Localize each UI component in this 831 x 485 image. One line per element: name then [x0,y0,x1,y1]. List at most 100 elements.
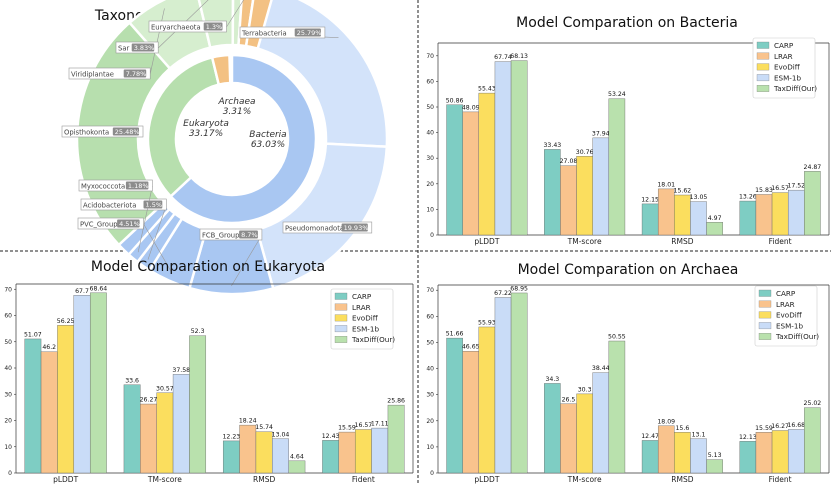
pie-pct-badge [203,22,223,31]
y-tick-label: 50 [426,339,434,346]
bar-evodiff-fident [771,192,789,236]
bar-esm-1b-plddt [494,297,512,474]
bar-taxdiff-our-fident [387,404,405,474]
bar-carp-plddt [446,104,463,236]
bar-lrar-tm-score [560,403,577,474]
bar-chart-title: Model Comparation on Archaea [518,262,739,278]
bar-value-label: 15.6 [675,425,689,432]
pie-label-pct: 3.83% [134,44,155,52]
inner-label-eukaryota-name: Eukaryota [183,119,229,129]
pie-inner-slice-bacteria [168,53,318,225]
bar-value-label: 16.27 [771,423,789,430]
bar-esm-1b-fident [371,427,389,474]
bar-value-label: 68.95 [510,285,528,292]
y-tick-label: 60 [426,313,434,320]
bar-evodiff-plddt [478,326,496,474]
x-category-label-rmsd: RMSD [671,475,693,484]
y-tick-label: 20 [426,418,434,425]
bar-lrar-plddt [462,350,480,474]
inner-label-archaea-name: Archaea [217,97,255,107]
inner-label-bacteria-name: Bacteria [249,130,286,140]
bar-value-label: 46.2 [42,344,56,351]
pie-leader-line [149,8,165,75]
bar-lrar-rmsd [239,424,257,474]
pie-label-box [148,20,227,33]
pie-label-box [239,26,326,39]
bar-value-label: 46.65 [462,344,480,351]
inner-label-bacteria-value: 63.03% [251,140,285,150]
legend-label-evodiff: EvoDiff [774,63,801,72]
x-category-label-tm-score: TM-score [147,475,182,484]
legend-label-lrar: LRAR [776,300,795,309]
bar-esm-1b-tm-score [172,374,190,474]
bar-value-label: 67.7 [75,288,89,295]
bar-lrar-plddt [462,111,480,236]
pie-leader-line [143,223,173,274]
legend-swatch-taxdiff-our [334,336,348,343]
bar-value-label: 16.68 [787,422,805,429]
pie-label-euryarchaeota: Euryarchaeota 1.3% [148,0,244,33]
bar-carp-fident [739,200,757,236]
pie-pct-badge [341,223,368,232]
bar-value-label: 12.15 [641,196,659,203]
bar-value-label: 13.26 [739,194,757,201]
archaea-bar-chart: Model Comparation on Archaea 0 10 20 30 40 50 6… [426,262,830,484]
pie-inner-ring [146,53,318,225]
legend-swatch-lrar [334,303,348,311]
pie-label-name: FCB_Group [202,231,239,239]
y-tick-label: 40 [426,130,434,137]
pie-leader-line [137,185,153,253]
pie-label-pct: 19.93% [344,224,369,232]
bar-value-label: 16.57 [771,185,789,192]
bar-carp-tm-score [544,383,561,474]
pie-label-viridiplantae: Viridiplantae 7.78% [68,8,165,80]
bar-carp-rmsd [641,440,659,474]
pie-pct-badge [239,230,258,239]
pie-leader-line [147,204,167,260]
inner-label-eukaryota-value: 33.17% [189,129,223,139]
bar-value-label: 27.08 [560,158,578,165]
bar-taxdiff-our-plddt [510,60,528,236]
pie-label-name: Sar [118,44,129,52]
bar-taxdiff-our-fident [804,171,821,236]
bar-value-label: 18.24 [239,418,257,425]
bar-carp-rmsd [641,203,659,236]
bar-evodiff-rmsd [674,194,691,236]
bar-value-label: 17.52 [787,183,805,190]
pie-pct-badge [117,219,140,228]
x-category-label-tm-score: TM-score [567,475,602,484]
bar-value-label: 13.04 [272,431,290,438]
x-category-label-plddt: pLDDT [474,475,499,484]
pie-label-sar: Sar 3.83% [115,0,209,54]
bar-lrar-rmsd [657,425,675,474]
bar-lrar-tm-score [560,165,577,236]
bar-evodiff-tm-score [156,392,174,474]
bar-taxdiff-our-fident [804,407,821,474]
bar-value-label: 50.86 [446,97,464,104]
bar-taxdiff-our-tm-score [608,340,626,474]
pie-label-pct: 25.48% [115,128,140,136]
bar-taxdiff-our-rmsd [706,222,723,236]
legend-swatch-taxdiff-our [758,333,772,340]
bacteria-bar-chart: Model Comparation on Bacteria 0 10 20 30 40 50… [426,15,830,246]
pie-label-name: Opisthokonta [64,128,109,136]
bar-lrar-fident [755,432,773,474]
legend-swatch-esm-1b [758,322,772,330]
bar-value-label: 55.93 [478,319,496,326]
pie-label-pct: 1.3% [206,23,223,31]
bar-esm-1b-tm-score [592,137,610,236]
y-tick-label: 60 [4,313,12,320]
bar-value-label: 68.64 [90,285,108,292]
bar-value-label: 56.25 [57,318,75,325]
legend-swatch-carp [756,41,770,49]
bar-esm-1b-plddt [494,61,512,236]
legend-swatch-lrar [756,52,770,60]
y-tick-label: 20 [426,181,434,188]
bar-value-label: 13.1 [692,431,706,438]
legend-label-carp: CARP [776,289,796,298]
bar-carp-fident [322,440,340,474]
pie-label-pct: 1.5% [146,201,163,209]
